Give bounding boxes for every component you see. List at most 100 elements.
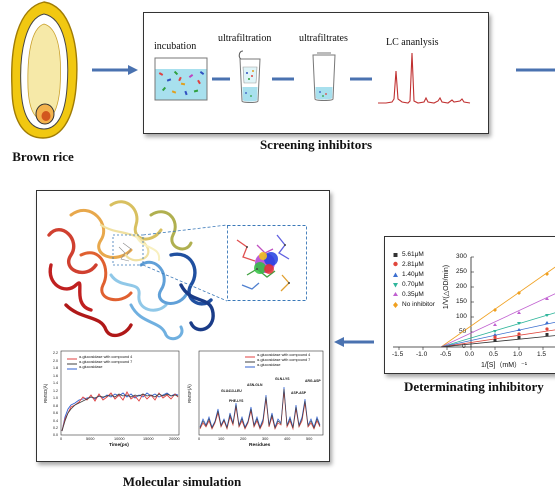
arrow-right-icon — [212, 77, 230, 81]
rmsf-xtick: 200 — [240, 437, 247, 441]
point-1-40 — [493, 333, 497, 336]
kinetics-xlabel: 1/[S]（mM）⁻¹ — [481, 362, 528, 369]
kinetics-ytick: 0 — [462, 343, 466, 350]
rmsf-legend-label: α-glucosidase with compound 4 — [257, 353, 311, 357]
legend-label-5-61: 5.61μM — [402, 251, 424, 258]
kinetics-xtick: -1.0 — [416, 351, 428, 358]
rmsd-ytick: 1.8 — [53, 366, 58, 370]
rmsd-ytick: 1.6 — [53, 373, 58, 378]
point-5-61 — [517, 336, 521, 339]
step-label-incubation: incubation — [154, 41, 197, 52]
series-line-2-81 — [440, 329, 555, 348]
legend-label-2-81: 2.81μM — [402, 261, 424, 268]
arrow-right-icon — [350, 77, 372, 81]
kinetics-ytick: 100 — [456, 313, 467, 320]
ultrafiltration-tube-icon — [238, 50, 261, 103]
lc-chromatogram-icon — [378, 52, 471, 104]
rmsf-legend-label: α-glucosidase — [257, 363, 281, 367]
rmsf-annotation: ASN-GLN — [247, 383, 263, 387]
point-2-81 — [517, 332, 521, 336]
rmsf-legend-label: α-glucosidase with compound 7 — [257, 358, 311, 362]
kinetics-caption: Determinating inhibitory — [404, 379, 544, 394]
legend-marker-0-35 — [393, 292, 398, 296]
rmsd-ytick: 2.2 — [53, 351, 58, 355]
point-1-40 — [517, 328, 521, 331]
rmsd-ytick: 0.4 — [53, 418, 58, 423]
point-0-35 — [517, 311, 521, 314]
point-1-40 — [545, 321, 549, 324]
rmsf-xtick: 0 — [198, 437, 201, 441]
rmsf-annotation: PHE-LYS — [229, 399, 244, 403]
rmsd-ytick: 0.0 — [53, 433, 58, 437]
rmsd-plot — [60, 350, 180, 436]
kinetics-xtick: -1.5 — [392, 351, 404, 358]
kinetics-plot — [393, 256, 555, 350]
incubation-beaker-icon — [154, 57, 208, 101]
simulation-caption: Molecular simulation — [122, 474, 242, 489]
brown-rice-label: Brown rice — [12, 149, 74, 164]
rmsd-xtick: 10000 — [114, 437, 125, 441]
rmsd-xtick: 5000 — [86, 437, 95, 441]
protein-structure-icon — [47, 200, 215, 341]
rmsd-ytick: 1.0 — [53, 396, 58, 400]
kinetics-xtick: 0.0 — [465, 351, 475, 358]
kinetics-ytick: 200 — [456, 283, 467, 290]
point-no-inhibitor — [493, 308, 497, 312]
point-0-35 — [545, 297, 549, 300]
rmsd-ytick: 0.6 — [53, 411, 58, 415]
legend-label-0-35: 0.35μM — [402, 291, 424, 298]
rmsd-xtick: 0 — [60, 437, 63, 441]
point-no-inhibitor — [517, 291, 521, 295]
kinetics-legend-markers — [393, 253, 398, 308]
legend-label-no-inhibitor: No inhibitor — [402, 301, 435, 308]
kinetics-xtick: 1.5 — [537, 351, 547, 358]
arrow-right-icon — [92, 65, 138, 75]
rice-grain-icon — [11, 1, 78, 139]
kinetics-xtick: -0.5 — [440, 351, 452, 358]
point-no-inhibitor — [545, 272, 549, 276]
step-label-lc-analysis: LC ananlysis — [386, 37, 439, 48]
arrow-right-icon — [272, 77, 294, 81]
rmsf-plot — [198, 350, 324, 436]
rmsd-ylabel: RMSD(Å) — [43, 383, 48, 403]
screening-caption: Screening inhibitors — [259, 137, 373, 152]
rmsf-chart: α-glucosidase with compound 4 α-glucosid… — [185, 347, 325, 453]
point-0-70 — [493, 330, 497, 333]
rmsd-ytick: 1.2 — [53, 388, 58, 393]
rmsf-xtick: 400 — [284, 437, 291, 441]
rmsd-legend-label: α-glucosidase — [79, 365, 103, 369]
rmsd-xlabel: Time(ps) — [109, 443, 129, 448]
rmsd-ytick: 2.0 — [53, 358, 58, 363]
rmsd-chart: α-glucosidase with compound 4 α-glucosid… — [43, 347, 181, 453]
point-0-35 — [493, 323, 497, 326]
arrow-right-icon — [516, 68, 555, 72]
rmsf-xtick: 500 — [306, 437, 313, 441]
rmsf-xtick: 100 — [218, 437, 225, 441]
legend-marker-1-40 — [393, 272, 398, 277]
legend-label-0-70: 0.70μM — [402, 281, 424, 288]
rmsd-ytick: 0.8 — [53, 403, 58, 408]
rmsf-xtick: 300 — [262, 437, 269, 441]
zoom-connector — [142, 224, 228, 302]
series-line-1-40 — [440, 321, 555, 348]
kinetics-ytick: 150 — [456, 298, 467, 305]
point-2-81 — [493, 335, 497, 339]
arrow-left-icon — [334, 337, 374, 347]
legend-marker-2-81 — [393, 261, 398, 267]
rmsf-xlabel: Residues — [249, 443, 271, 448]
ultrafiltrates-tube-icon — [312, 52, 336, 101]
rmsd-xtick: 15000 — [143, 437, 154, 441]
kinetics-xtick: 0.5 — [489, 351, 499, 358]
point-5-61 — [545, 333, 549, 336]
series-line-0-70 — [440, 312, 555, 348]
screening-panel: incubation ultrafiltration ultrafiltrate… — [143, 12, 489, 152]
simulation-panel: α-glucosidase with compound 4 α-glucosid… — [36, 190, 330, 462]
rmsd-ytick: 1.4 — [53, 381, 58, 385]
rmsd-xtick: 20000 — [169, 437, 180, 441]
rmsf-annotation: ASP-ASP — [291, 391, 307, 395]
brown-rice-section: Brown rice — [0, 0, 90, 170]
series-line-0-35 — [440, 293, 555, 348]
binding-pocket-icon — [227, 225, 307, 301]
rmsf-ylabel: RMSF(Å) — [187, 384, 192, 403]
kinetics-ytick: 250 — [456, 268, 467, 275]
